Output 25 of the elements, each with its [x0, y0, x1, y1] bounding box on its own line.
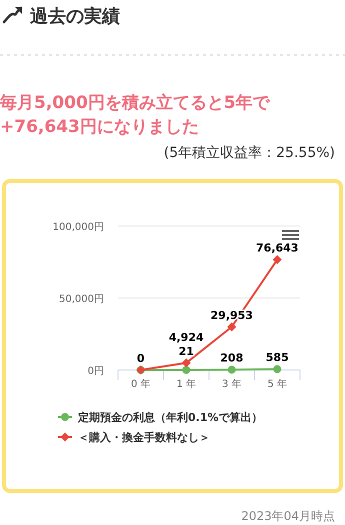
x-tick-label: 0 年: [130, 378, 151, 390]
legend-label: ＜購入・換金手数料なし＞: [78, 431, 210, 444]
y-tick-label: 50,000円: [59, 294, 104, 305]
text: (5年積立収益率：25.55%): [164, 145, 335, 161]
x-tick-label: 1 年: [176, 378, 196, 390]
data-label: 21: [178, 344, 194, 358]
x-tick-label: 5 年: [267, 378, 288, 390]
data-label: 4,924: [168, 330, 204, 344]
legend-label: 定期預金の利息（年利0.1%で算出）: [77, 411, 263, 424]
text: 2023年04月時点: [241, 509, 335, 523]
point: [227, 322, 236, 332]
point: [273, 365, 282, 374]
point: [182, 358, 191, 368]
data-label: 0: [136, 352, 145, 365]
chart-subtitle: 毎月5,000円を積み立てると5年で+76,643円になりました: [0, 93, 271, 137]
y-tick-label: 0円: [88, 366, 104, 377]
point: [272, 255, 282, 264]
x-tick-label: 3 年: [222, 378, 242, 390]
data-label: 76,643: [256, 242, 298, 255]
chart-title: 過去の実績: [29, 6, 120, 27]
data-label: 585: [266, 351, 289, 364]
data-label: 208: [220, 352, 244, 365]
y-tick-label: 100,000円: [52, 222, 104, 233]
point: [182, 366, 190, 374]
point: [228, 366, 236, 374]
